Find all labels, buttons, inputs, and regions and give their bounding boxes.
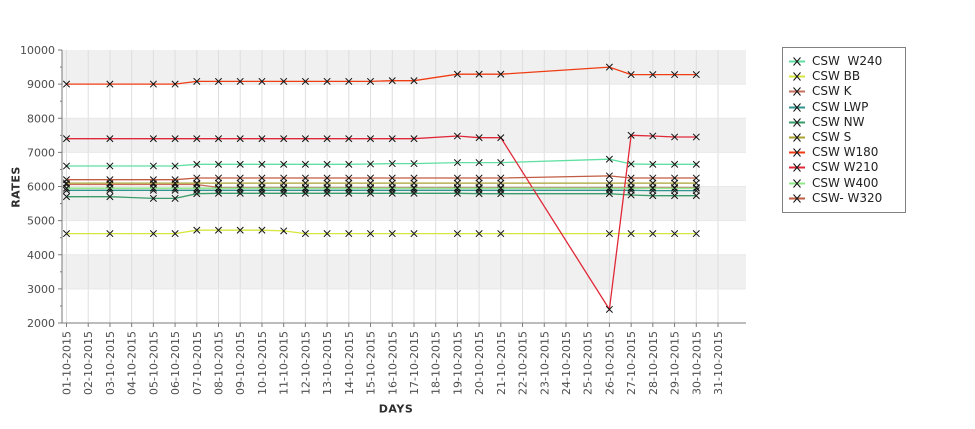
svg-text:6000: 6000 [27, 181, 55, 194]
legend-label-csw-bb: CSW BB [812, 69, 861, 84]
svg-text:12-10-2015: 12-10-2015 [299, 331, 312, 395]
svg-text:2000: 2000 [27, 317, 55, 330]
svg-text:30-10-2015: 30-10-2015 [690, 331, 703, 395]
svg-text:26-10-2015: 26-10-2015 [603, 331, 616, 395]
legend-swatch-csw-w400-icon [789, 178, 805, 188]
legend-label-csw-k: CSW K [812, 84, 852, 99]
svg-text:19-10-2015: 19-10-2015 [451, 331, 464, 395]
svg-text:23-10-2015: 23-10-2015 [538, 331, 551, 395]
svg-text:15-10-2015: 15-10-2015 [365, 331, 378, 395]
svg-text:07-10-2015: 07-10-2015 [191, 331, 204, 395]
svg-text:11-10-2015: 11-10-2015 [278, 331, 291, 395]
legend-item-csw-k: CSW K [789, 84, 905, 99]
legend-swatch-csw-w180-icon [789, 148, 805, 158]
legend-item-csw-nw: CSW NW [789, 115, 905, 130]
legend-label-csw-w240: CSW W240 [812, 54, 883, 69]
legend-label-csw-w210: CSW W210 [812, 160, 879, 175]
legend-swatch-csw-lwp-icon [789, 102, 805, 112]
series-csw-lwp [62, 186, 700, 195]
svg-text:10000: 10000 [20, 44, 55, 57]
series-markers-csw-bb [62, 226, 700, 238]
svg-text:06-10-2015: 06-10-2015 [169, 331, 182, 395]
svg-text:29-10-2015: 29-10-2015 [669, 331, 682, 395]
legend-item-csw-bb: CSW BB [789, 69, 905, 84]
axes [58, 49, 746, 327]
legend-swatch-csw-bb-icon [789, 72, 805, 82]
series-markers-csw-w400 [62, 184, 700, 192]
legend-item-csw-s: CSW S [789, 130, 905, 145]
legend-label-csw-nw: CSW NW [812, 114, 865, 129]
svg-text:10-10-2015: 10-10-2015 [256, 331, 269, 395]
svg-text:8000: 8000 [27, 112, 55, 125]
series-group [62, 63, 700, 313]
svg-text:09-10-2015: 09-10-2015 [234, 331, 247, 395]
series-markers-csw-nw [62, 189, 700, 202]
x-axis-title: DAYS [378, 402, 414, 416]
legend-swatch-csw-nw-icon [789, 118, 805, 127]
svg-text:22-10-2015: 22-10-2015 [517, 331, 530, 395]
series-csw-w180 [62, 63, 700, 88]
svg-text:17-10-2015: 17-10-2015 [408, 331, 421, 395]
legend-swatch-csw-s-icon [789, 133, 805, 142]
legend-label-csw-w400: CSW W400 [812, 175, 879, 190]
svg-text:27-10-2015: 27-10-2015 [625, 331, 638, 395]
series-markers-csw-w180 [62, 63, 700, 88]
series-markers-csw-w240 [62, 155, 700, 170]
legend-item-csw-w210: CSW W210 [789, 160, 905, 175]
series-csw-s [62, 179, 700, 187]
svg-text:3000: 3000 [27, 283, 55, 296]
svg-text:25-10-2015: 25-10-2015 [582, 331, 595, 395]
svg-text:14-10-2015: 14-10-2015 [343, 331, 356, 395]
series-markers-csw-s [62, 179, 700, 187]
series-csw-w240 [62, 155, 700, 170]
svg-text:5000: 5000 [27, 215, 55, 228]
x-tick-labels: 01-10-2015 02-10-2015 03-10-2015 04-10-2015… [61, 331, 726, 395]
legend-item-csw-w320: CSW- W320 [789, 191, 905, 206]
series-csw-w210 [62, 131, 700, 313]
svg-text:20-10-2015: 20-10-2015 [473, 331, 486, 395]
svg-text:4000: 4000 [27, 249, 55, 262]
svg-text:21-10-2015: 21-10-2015 [495, 331, 508, 395]
legend-item-csw-w180: CSW W180 [789, 145, 905, 160]
svg-text:13-10-2015: 13-10-2015 [321, 331, 334, 395]
svg-text:02-10-2015: 02-10-2015 [82, 331, 95, 395]
svg-text:18-10-2015: 18-10-2015 [430, 331, 443, 395]
svg-text:16-10-2015: 16-10-2015 [386, 331, 399, 395]
legend-label-csw-w320: CSW- W320 [812, 190, 883, 205]
plot-bands [62, 50, 746, 323]
legend-item-csw-w240: CSW W240 [789, 54, 905, 69]
series-markers-csw-lwp [62, 186, 700, 195]
legend-swatch-csw-w320-icon [789, 193, 805, 203]
legend-swatch-csw-k-icon [789, 87, 805, 97]
legend-item-csw-lwp: CSW LWP [789, 100, 905, 115]
y-axis-title: RATES [9, 166, 23, 208]
svg-text:31-10-2015: 31-10-2015 [712, 331, 725, 395]
chart-legend: CSW W240 CSW BB CSW K CSW LWP CSW NW CSW S CSW… [782, 47, 906, 213]
gridlines [62, 50, 746, 323]
svg-text:7000: 7000 [27, 146, 55, 159]
series-csw-w400 [62, 184, 700, 192]
svg-text:04-10-2015: 04-10-2015 [126, 331, 139, 395]
legend-swatch-csw-w210-icon [789, 163, 805, 173]
svg-text:28-10-2015: 28-10-2015 [647, 331, 660, 395]
series-markers-csw-w320 [62, 172, 700, 184]
legend-label-csw-lwp: CSW LWP [812, 99, 869, 114]
svg-text:03-10-2015: 03-10-2015 [104, 331, 117, 395]
series-csw-nw [62, 189, 700, 202]
series-markers-csw-w210 [62, 131, 700, 313]
svg-text:05-10-2015: 05-10-2015 [147, 331, 160, 395]
legend-label-csw-w180: CSW W180 [812, 145, 879, 160]
svg-text:08-10-2015: 08-10-2015 [213, 331, 226, 395]
svg-text:24-10-2015: 24-10-2015 [560, 331, 573, 395]
legend-label-csw-s: CSW S [812, 130, 852, 145]
svg-text:9000: 9000 [27, 78, 55, 91]
y-tick-labels: 2000 3000 4000 5000 6000 7000 8000 9000 10000 [20, 44, 55, 330]
svg-text:01-10-2015: 01-10-2015 [61, 331, 74, 395]
legend-item-csw-w400: CSW W400 [789, 176, 905, 191]
series-csw-bb [62, 226, 700, 238]
series-csw-w320 [62, 172, 700, 184]
legend-swatch-csw-w240-icon [789, 57, 805, 66]
